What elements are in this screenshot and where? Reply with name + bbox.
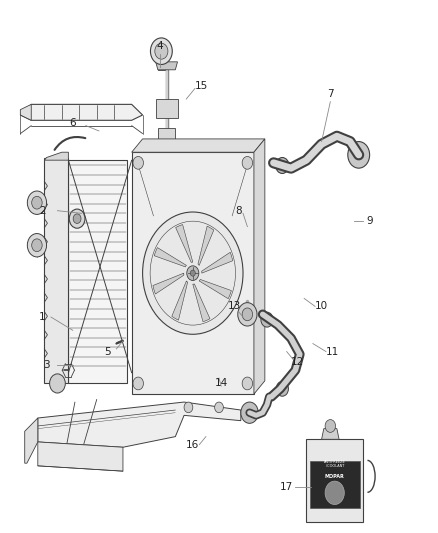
Circle shape [27,233,46,257]
Polygon shape [44,158,68,383]
Circle shape [238,303,257,326]
Text: 15: 15 [195,81,208,91]
Circle shape [242,377,253,390]
Text: 3: 3 [43,360,50,370]
Text: 16: 16 [186,440,199,450]
Polygon shape [198,226,214,265]
Polygon shape [254,139,265,394]
Circle shape [241,402,258,423]
Text: 14: 14 [215,378,228,389]
Polygon shape [153,160,180,181]
Text: 11: 11 [326,346,339,357]
Text: 6: 6 [69,118,76,128]
Circle shape [184,402,193,413]
Circle shape [150,38,172,64]
Circle shape [73,214,81,223]
Polygon shape [132,152,254,394]
Circle shape [49,374,65,393]
Polygon shape [321,429,339,439]
Text: 12: 12 [291,357,304,367]
Text: 4: 4 [157,41,163,51]
Polygon shape [155,99,177,118]
Text: ANTIFREEZE
/COOLANT: ANTIFREEZE /COOLANT [324,459,346,469]
Polygon shape [201,252,233,273]
Text: 5: 5 [104,346,111,357]
Polygon shape [154,247,187,267]
Text: 17: 17 [280,482,293,492]
Polygon shape [132,139,265,152]
Polygon shape [310,461,360,508]
Polygon shape [68,160,127,383]
Polygon shape [20,104,31,120]
Circle shape [69,209,85,228]
Circle shape [32,239,42,252]
Circle shape [32,196,42,209]
Polygon shape [155,62,177,70]
Circle shape [242,308,253,321]
Circle shape [348,142,370,168]
Polygon shape [44,152,68,160]
Text: 10: 10 [315,301,328,311]
Text: 9: 9 [366,216,373,227]
Polygon shape [158,128,175,144]
Polygon shape [193,284,210,322]
Polygon shape [158,63,165,70]
Circle shape [242,157,253,169]
Polygon shape [153,273,184,294]
Circle shape [187,266,199,280]
Polygon shape [172,281,187,320]
Circle shape [27,191,46,214]
Circle shape [325,419,336,432]
Text: 13: 13 [228,301,241,311]
Circle shape [133,377,144,390]
Polygon shape [38,442,123,471]
Circle shape [215,402,223,413]
Circle shape [190,270,195,276]
Circle shape [276,381,288,396]
Text: 2: 2 [39,206,46,216]
Polygon shape [176,224,193,262]
Circle shape [155,43,168,59]
Polygon shape [38,402,241,447]
Polygon shape [199,279,231,298]
Text: 8: 8 [235,206,242,216]
Polygon shape [25,418,38,463]
Circle shape [143,212,243,334]
Polygon shape [20,104,143,120]
Text: MOPAR: MOPAR [325,474,345,479]
Polygon shape [306,439,363,522]
Circle shape [276,158,289,173]
Text: 7: 7 [327,88,334,99]
Circle shape [261,312,273,327]
Text: 1: 1 [39,312,46,322]
Circle shape [133,157,144,169]
Circle shape [325,481,344,505]
